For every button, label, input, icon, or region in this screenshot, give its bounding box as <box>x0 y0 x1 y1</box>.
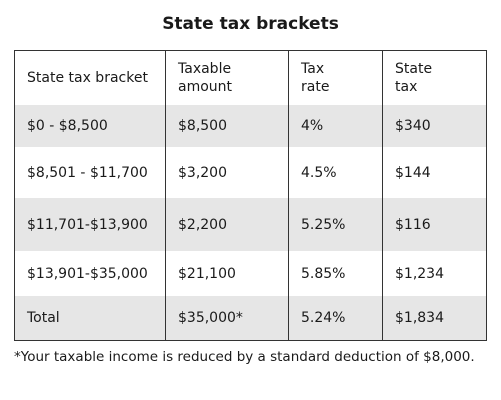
table-cell: 4% <box>288 105 383 147</box>
header-text: amount <box>178 79 233 95</box>
table-row: $0 - $8,500 $8,500 4% $340 <box>14 105 487 147</box>
table-cell: $116 <box>382 198 487 251</box>
table-cell: Total <box>14 296 166 340</box>
header-cell: Tax rate <box>288 50 383 105</box>
header-cell: Taxable amount <box>165 50 289 105</box>
header-text: Tax <box>301 61 325 77</box>
table-cell: 5.85% <box>288 251 383 296</box>
title: State tax brackets <box>162 14 339 34</box>
table-cell: $0 - $8,500 <box>14 105 166 147</box>
header-text: State <box>395 61 433 77</box>
header-cell: State tax <box>382 50 487 105</box>
header-text: Taxable <box>178 61 232 77</box>
header-text: rate <box>301 79 330 95</box>
table-row: Total $35,000* 5.24% $1,834 <box>14 296 487 340</box>
table-row: $11,701-$13,900 $2,200 5.25% $116 <box>14 198 487 251</box>
table-cell: $8,501 - $11,700 <box>14 147 166 198</box>
table-cell: $2,200 <box>165 198 289 251</box>
table-cell: $11,701-$13,900 <box>14 198 166 251</box>
header-text: State tax bracket <box>27 70 148 86</box>
footnote: *Your taxable income is reduced by a sta… <box>14 349 475 365</box>
table-cell: 5.25% <box>288 198 383 251</box>
table-cell: $35,000* <box>165 296 289 340</box>
table-cell: 5.24% <box>288 296 383 340</box>
table-cell: $21,100 <box>165 251 289 296</box>
table-body: $0 - $8,500 $8,500 4% $340 $8,501 - $11,700 $… <box>14 105 487 340</box>
tax-table: State tax bracket Taxable amount Tax rate Sta… <box>14 50 487 341</box>
table-cell: $144 <box>382 147 487 198</box>
table-cell: $13,901-$35,000 <box>14 251 166 296</box>
table-cell: $1,834 <box>382 296 487 340</box>
table-cell: $340 <box>382 105 487 147</box>
table-row: $13,901-$35,000 $21,100 5.85% $1,234 <box>14 251 487 296</box>
header-text: tax <box>395 79 418 95</box>
header-cell: State tax bracket <box>14 50 166 105</box>
header-row: State tax bracket Taxable amount Tax rate Sta… <box>14 50 487 105</box>
table-cell: 4.5% <box>288 147 383 198</box>
table-cell: $8,500 <box>165 105 289 147</box>
table-cell: $1,234 <box>382 251 487 296</box>
table-cell: $3,200 <box>165 147 289 198</box>
table-row: $8,501 - $11,700 $3,200 4.5% $144 <box>14 147 487 198</box>
